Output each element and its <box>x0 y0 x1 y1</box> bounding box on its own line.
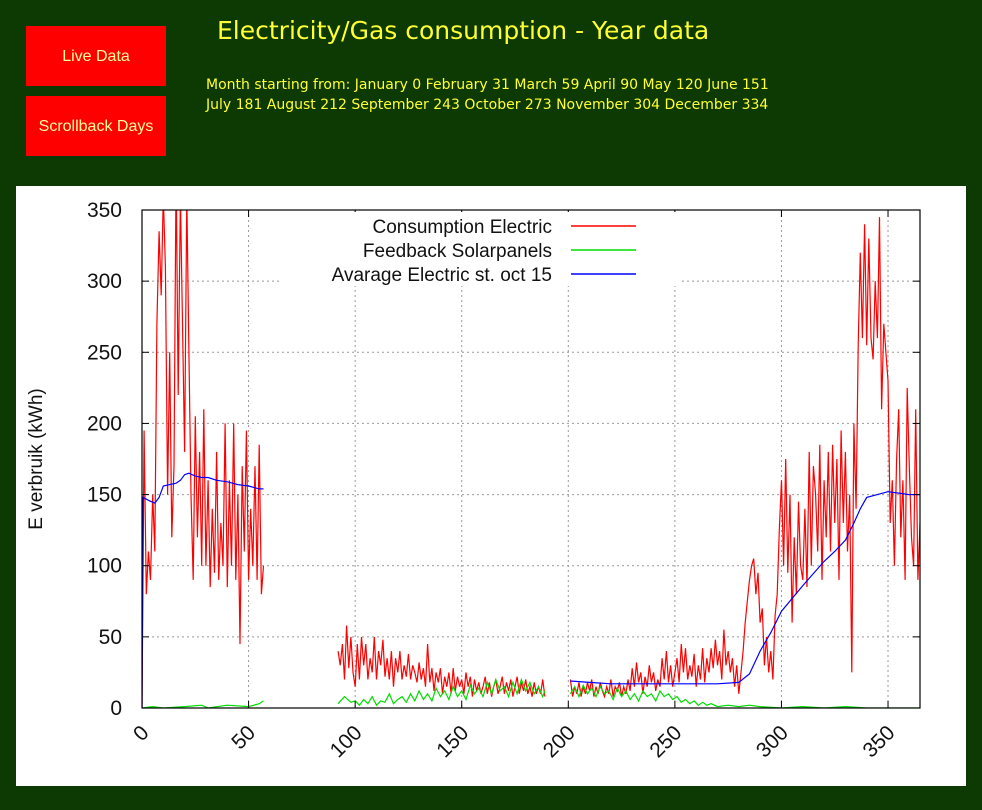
y-tick-label: 100 <box>87 555 122 578</box>
series-1-line-segment-2 <box>569 683 920 708</box>
x-tick-label: 0 <box>129 721 154 746</box>
x-tick-label: 250 <box>645 721 686 762</box>
series-0-line-segment-2 <box>569 217 920 699</box>
series-2-line-segment-0 <box>142 472 264 708</box>
series-0-line-segment-1 <box>337 625 546 697</box>
y-tick-label: 300 <box>87 270 122 293</box>
y-tick-label: 200 <box>87 412 122 435</box>
series-1-line-segment-1 <box>337 677 546 707</box>
legend: Consumption Electric Feedback Solarpanels… <box>281 212 681 286</box>
series-2-line-segment-1 <box>570 491 920 685</box>
series-0-line-segment-0 <box>142 210 265 708</box>
series-1-line-segment-0 <box>142 700 264 708</box>
y-tick-label: 250 <box>87 341 122 364</box>
live-data-button[interactable]: Live Data <box>26 26 166 86</box>
month-start-line-1: Month starting from: January 0 February … <box>206 77 769 93</box>
y-tick-label: 150 <box>87 484 122 507</box>
scrollback-days-button[interactable]: Scrollback Days <box>26 96 166 156</box>
x-tick-label: 50 <box>227 721 260 754</box>
x-tick-label: 300 <box>752 721 793 762</box>
series-layer <box>142 210 920 708</box>
x-tick-label: 350 <box>859 721 900 762</box>
y-axis-label: E verbruik (kWh) <box>26 388 47 529</box>
x-tick-label: 200 <box>539 721 580 762</box>
legend-entry-label: Feedback Solarpanels <box>363 241 552 262</box>
y-tick-label: 50 <box>99 626 122 649</box>
y-tick-label: 0 <box>110 697 122 720</box>
legend-entry-label: Consumption Electric <box>372 217 552 238</box>
month-start-line-2: July 181 August 212 September 243 Octobe… <box>206 97 769 113</box>
grid <box>142 210 920 708</box>
page-title: Electricity/Gas consumption - Year data <box>217 16 710 45</box>
consumption-chart: 0 50 100 150 200 250 300 350 0 50 100 150 200 250 300 3… <box>26 199 921 762</box>
chart-panel: 0 50 100 150 200 250 300 350 0 50 100 150 200 250 300 3… <box>16 186 966 786</box>
plot-frame <box>141 209 921 709</box>
x-tick-label: 100 <box>326 721 367 762</box>
y-tick-label: 350 <box>87 199 122 222</box>
legend-entry-label: Avarage Electric st. oct 15 <box>332 265 552 286</box>
x-tick-label: 150 <box>432 721 473 762</box>
